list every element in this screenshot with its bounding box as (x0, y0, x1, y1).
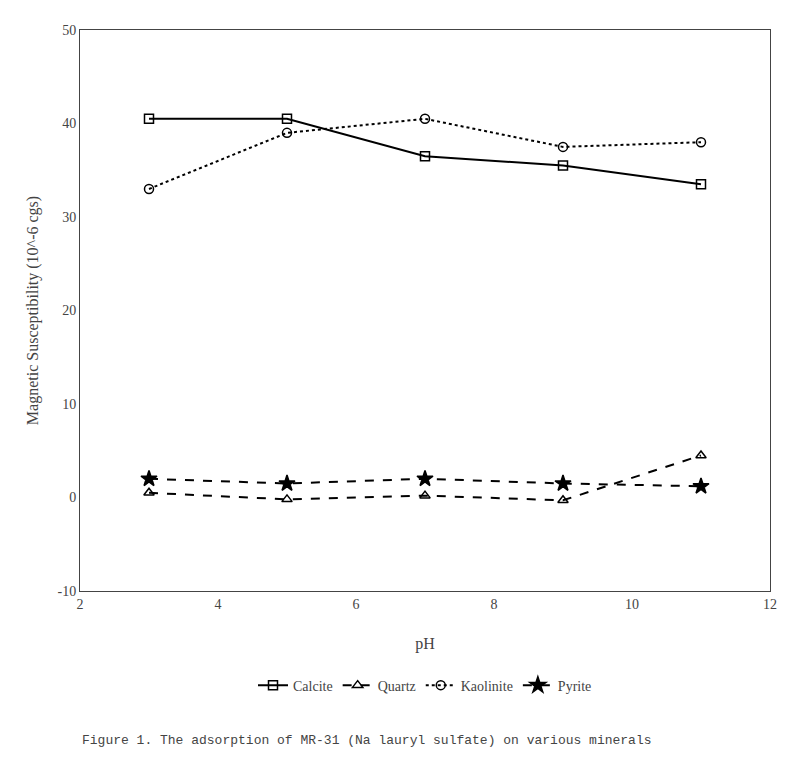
svg-text:Figure 1. The adsorption of MR: Figure 1. The adsorption of MR-31 (Na la… (82, 733, 652, 748)
svg-text:Pyrite: Pyrite (558, 679, 591, 694)
svg-text:10: 10 (62, 397, 76, 412)
svg-text:12: 12 (763, 597, 777, 612)
svg-text:pH: pH (415, 635, 435, 653)
svg-text:10: 10 (625, 597, 639, 612)
svg-text:2: 2 (77, 597, 84, 612)
svg-text:8: 8 (491, 597, 498, 612)
svg-text:Kaolinite: Kaolinite (461, 679, 513, 694)
svg-text:Quartz: Quartz (378, 679, 416, 694)
svg-text:Calcite: Calcite (293, 679, 333, 694)
svg-text:4: 4 (215, 597, 222, 612)
svg-text:30: 30 (62, 210, 76, 225)
svg-text:0: 0 (69, 490, 76, 505)
svg-text:6: 6 (353, 597, 360, 612)
svg-text:Magnetic Susceptibility (10^-6: Magnetic Susceptibility (10^-6 cgs) (24, 196, 42, 425)
svg-text:20: 20 (62, 303, 76, 318)
svg-text:-10: -10 (58, 584, 77, 599)
svg-text:40: 40 (62, 116, 76, 131)
svg-text:50: 50 (62, 23, 76, 38)
